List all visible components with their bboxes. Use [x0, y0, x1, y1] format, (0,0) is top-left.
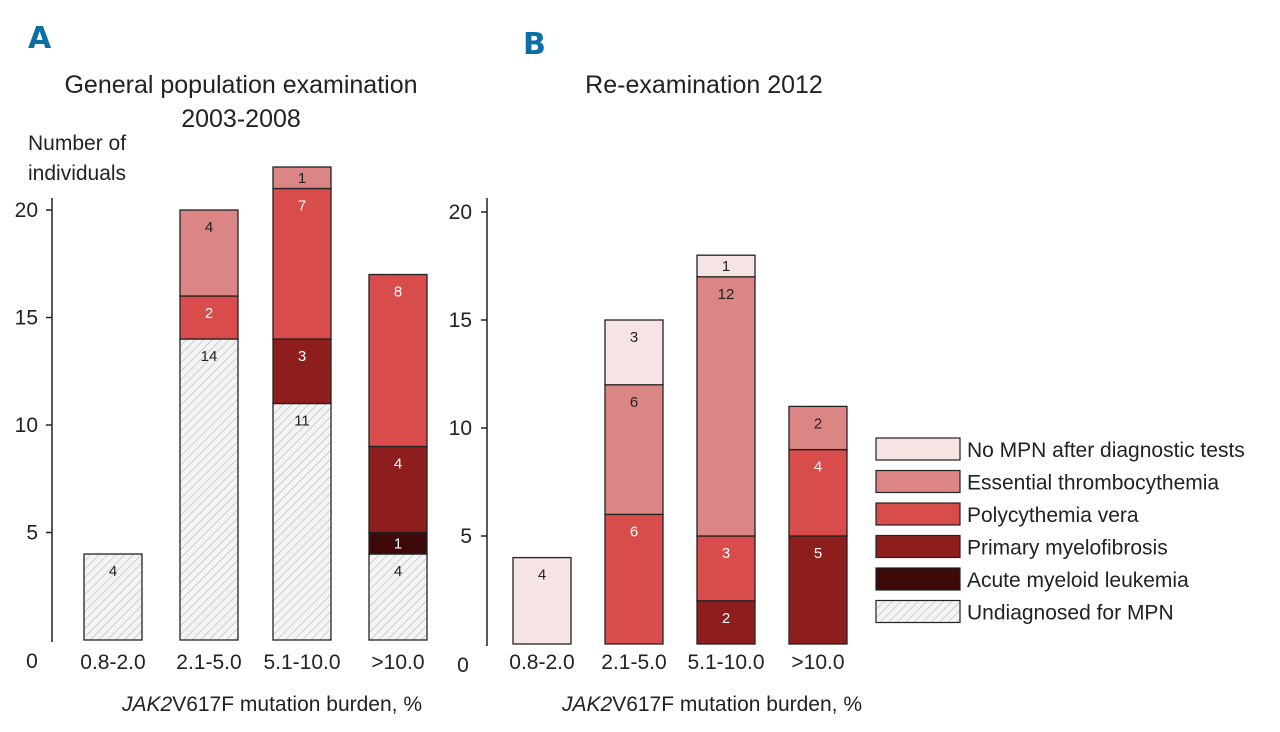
bar-segment-pv	[272, 187, 332, 340]
bar-value-label: 6	[630, 394, 638, 411]
legend-swatch-et	[875, 469, 961, 494]
panel-a-ylabel-line-2: individuals	[28, 162, 126, 185]
bar-value-label: 3	[298, 348, 306, 365]
bar-value-label: 1	[394, 535, 402, 552]
bar-segment-pv	[696, 535, 756, 602]
bar-segment-none	[696, 254, 756, 278]
legend-label-none: No MPN after diagnostic tests	[967, 439, 1245, 462]
panel-b-ytick-label: 20	[449, 201, 472, 224]
bar-segment-pv	[788, 448, 848, 537]
bar-value-label: 2	[205, 305, 213, 322]
bar-value-label: 4	[538, 567, 546, 584]
panel-a-xlabel-gene: JAK2	[121, 693, 173, 716]
panel-a-ylabel-line-1: Number of	[28, 132, 126, 155]
legend-label-et: Essential thrombocythemia	[967, 472, 1219, 495]
bar-segment-undiag	[179, 338, 239, 641]
panel-b-title: Re-examination 2012	[585, 71, 823, 99]
legend-swatch-aml	[875, 567, 961, 591]
panel-a-xlabel-rest: V617F mutation burden, %	[172, 693, 422, 716]
panel-b-ytick-label: 10	[449, 417, 472, 440]
panel-b-xlabel: JAK2V617F mutation burden, %	[561, 693, 862, 716]
panel-a-xlabel: JAK2V617F mutation burden, %	[121, 693, 422, 716]
panel-a-x-ticks: 0.8-2.0 2.1-5.0 5.1-10.0 >10.0	[80, 651, 424, 674]
panel-b-xlabel-rest: V617F mutation burden, %	[612, 693, 862, 716]
bar-value-label: 2	[814, 415, 822, 432]
bar-value-label: 5	[814, 545, 822, 562]
panel-a-xtick-label: 0.8-2.0	[80, 651, 145, 674]
panel-a-ytick-label: 20	[15, 199, 38, 222]
bar-segment-pv	[604, 513, 664, 645]
legend-label-pv: Polycythemia vera	[967, 504, 1139, 527]
panel-b-ytick-label: 5	[460, 525, 472, 548]
bar-segment-undiag	[83, 553, 143, 641]
panel-a-xtick-label: 5.1-10.0	[263, 651, 340, 674]
panel-b-xtick-label: 0.8-2.0	[509, 651, 574, 674]
bar-value-label: 11	[294, 413, 310, 430]
bar-value-label: 8	[394, 284, 402, 301]
bar-value-label: 6	[630, 523, 638, 540]
legend-label-aml: Acute myeloid leukemia	[967, 569, 1189, 592]
panel-b-letter: B	[523, 27, 546, 62]
panel-b-xtick-label: >10.0	[791, 651, 844, 674]
panel-a-title-line-2: 2003-2008	[181, 105, 301, 133]
bar-segment-pmf	[368, 445, 428, 534]
legend-label-undiag: Undiagnosed for MPN	[967, 602, 1174, 625]
bar-segment-et	[788, 405, 848, 451]
panel-b-xtick-label: 2.1-5.0	[601, 651, 666, 674]
bar-segment-pmf	[788, 535, 848, 645]
panel-a-xtick-label: >10.0	[371, 651, 424, 674]
panel-b-ytick-label: 0	[457, 654, 469, 677]
bar-value-label: 4	[394, 456, 402, 473]
bar-segment-none	[604, 319, 664, 386]
panel-a-letter: A	[28, 21, 52, 56]
panel-a-ytick-label: 15	[15, 307, 38, 330]
bar-segment-pv	[179, 295, 239, 340]
legend: No MPN after diagnostic tests Essential t…	[875, 437, 1245, 625]
panel-a-ytick-label: 5	[26, 522, 38, 545]
bar-segment-et	[696, 276, 756, 537]
bar-segment-pmf	[272, 338, 332, 405]
legend-swatch-pv	[875, 502, 961, 526]
panel-b-y-ticks: 0 5 10 15 20	[449, 201, 487, 677]
panel-a-ytick-label: 0	[26, 650, 38, 673]
panel-a-xtick-label: 2.1-5.0	[176, 651, 241, 674]
bar-value-label: 1	[298, 170, 306, 187]
panel-a-ytick-label: 10	[15, 414, 38, 437]
panel-a-title-line-1: General population examination	[64, 71, 417, 99]
panel-b-xtick-label: 5.1-10.0	[687, 651, 764, 674]
bar-segment-undiag	[272, 402, 332, 641]
bar-value-label: 2	[722, 610, 730, 627]
panel-a: A General population examination 2003-20…	[15, 21, 428, 716]
bar-value-label: 14	[201, 348, 218, 365]
panel-b-ytick-label: 15	[449, 309, 472, 332]
bar-value-label: 12	[718, 286, 735, 303]
bar-segment-et	[604, 384, 664, 516]
legend-label-pmf: Primary myelofibrosis	[967, 537, 1168, 560]
bar-value-label: 1	[722, 258, 730, 275]
bar-value-label: 4	[109, 563, 117, 580]
bar-value-label: 7	[298, 198, 306, 215]
legend-swatch-none	[875, 437, 961, 461]
bar-value-label: 4	[394, 563, 402, 580]
legend-swatch-pmf	[875, 534, 961, 559]
panel-b-xlabel-gene: JAK2	[561, 693, 613, 716]
bar-value-label: 3	[630, 329, 638, 346]
bar-segment-pmf	[696, 600, 756, 645]
panel-a-y-ticks: 0 5 10 15 20	[15, 199, 52, 673]
bar-segment-et	[179, 209, 239, 297]
bar-segment-et	[272, 166, 332, 190]
bar-segment-pv	[368, 273, 428, 448]
legend-swatch-undiag	[875, 599, 961, 624]
bar-value-label: 4	[205, 219, 213, 236]
bar-segment-undiag	[368, 553, 428, 641]
bar-segment-none	[512, 556, 572, 645]
bar-value-label: 3	[722, 545, 730, 562]
panel-b-x-ticks: 0.8-2.0 2.1-5.0 5.1-10.0 >10.0	[509, 651, 844, 674]
bar-value-label: 4	[814, 459, 822, 476]
